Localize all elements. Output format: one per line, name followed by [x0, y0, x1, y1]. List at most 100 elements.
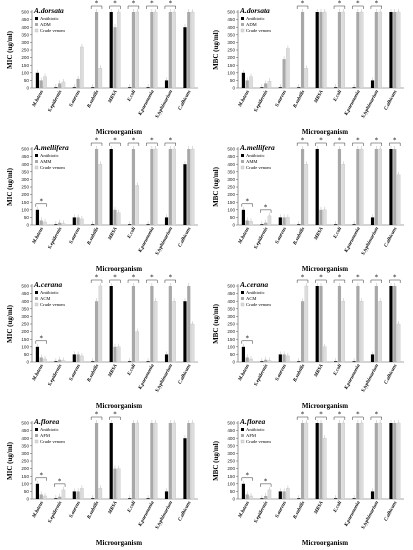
- bar-3: [135, 11, 139, 89]
- bar-1: [241, 483, 246, 499]
- y-tick-label: 0: [232, 86, 235, 91]
- bar-1: [91, 498, 95, 499]
- significance-bracket: [146, 142, 158, 146]
- y-tick-label: 200: [227, 55, 235, 60]
- y-tick-label: 500: [21, 147, 29, 152]
- bar-1: [370, 217, 375, 225]
- bar-3: [43, 221, 47, 226]
- bar-3: [286, 355, 290, 363]
- legend-label: Crude venom: [40, 165, 65, 170]
- y-tick-label: 50: [24, 352, 30, 357]
- x-tick-label: S.epidermis: [254, 501, 270, 525]
- bar-2: [245, 80, 249, 88]
- x-tick-label: S.aureus: [69, 227, 82, 245]
- legend-swatch: [241, 434, 244, 437]
- bar-3: [117, 11, 121, 89]
- legend-swatch: [35, 291, 38, 294]
- y-axis-label: MBC (ug/ml): [212, 303, 220, 344]
- bar-2: [113, 468, 117, 499]
- bar-3: [304, 164, 309, 226]
- legend-label: Antibiotic: [40, 153, 59, 158]
- bar-3: [378, 422, 382, 500]
- x-tick-label: S.typhimurium: [155, 89, 174, 119]
- bar-1: [54, 361, 58, 362]
- y-tick-label: 450: [21, 17, 29, 22]
- x-tick-label: S.epidermis: [254, 364, 270, 388]
- significance-bracket: [296, 416, 309, 420]
- bar-2: [113, 346, 117, 362]
- y-tick-label: 150: [21, 63, 29, 68]
- legend-label: Antibiotic: [246, 153, 265, 158]
- significance-star: *: [58, 477, 62, 485]
- bar-2: [245, 357, 249, 362]
- bar-3: [341, 422, 345, 500]
- x-tick-label: E.coli: [127, 363, 138, 377]
- significance-star: *: [169, 137, 173, 145]
- bar-2: [168, 423, 172, 499]
- bar-3: [304, 422, 309, 500]
- y-tick-label: 500: [21, 284, 29, 289]
- chart-panel-3: 0 50 100 150 200 250 300 350 400 450 500 MIC (ug/ml…: [2, 137, 202, 274]
- x-tick-label: K.pneumonia: [344, 363, 362, 391]
- bar-2: [94, 423, 99, 499]
- x-tick-label: MRSA: [107, 500, 119, 516]
- x-tick-label: C.albicans: [384, 501, 399, 523]
- bar-2: [131, 423, 136, 499]
- x-axis-label: Microorganism: [302, 539, 348, 547]
- x-tick-label: K.pneumonia: [138, 500, 156, 528]
- bar-2: [356, 149, 360, 225]
- x-tick-label: MRSA: [313, 226, 325, 242]
- bar-1: [72, 217, 76, 225]
- chart-svg: 0 50 100 150 200 250 300 350 400 450 500 MIC (ug/ml…: [6, 137, 198, 273]
- bar-1: [315, 12, 319, 88]
- bar-1: [370, 354, 375, 362]
- legend-swatch: [240, 165, 245, 170]
- y-tick-label: 100: [21, 481, 29, 486]
- bar-2: [374, 12, 378, 88]
- bar-2: [187, 12, 191, 88]
- bar-1: [35, 483, 40, 499]
- bar-3: [80, 46, 84, 89]
- bar-3: [172, 422, 176, 500]
- bar-1: [241, 72, 246, 88]
- significance-star: *: [301, 411, 305, 419]
- y-tick-label: 250: [21, 48, 29, 53]
- x-tick-label: C.albicans: [384, 227, 399, 249]
- bar-3: [267, 360, 272, 363]
- x-axis-label: Microorganism: [96, 539, 142, 547]
- bar-3: [117, 212, 121, 226]
- bar-1: [54, 87, 58, 88]
- bar-3: [98, 488, 103, 500]
- bar-1: [260, 87, 264, 88]
- x-tick-label: S.aureus: [275, 90, 288, 108]
- significance-bracket: [370, 142, 382, 146]
- x-tick-label: S.aureus: [275, 227, 288, 245]
- legend-swatch: [35, 23, 38, 26]
- bar-3: [43, 76, 47, 89]
- bar-3: [396, 323, 401, 363]
- bar-1: [128, 224, 132, 225]
- y-tick-label: 450: [227, 17, 235, 22]
- x-tick-label: K.pneumonia: [138, 363, 156, 391]
- legend-label: ADM: [40, 22, 51, 27]
- bar-3: [153, 422, 158, 500]
- bar-1: [334, 87, 338, 88]
- significance-star: *: [132, 274, 136, 282]
- significance-star: *: [39, 471, 43, 479]
- x-tick-label: S.typhimurium: [361, 226, 380, 256]
- bar-1: [109, 286, 113, 362]
- bar-2: [245, 494, 249, 499]
- y-tick-label: 200: [227, 466, 235, 471]
- legend-label: Crude venom: [246, 302, 271, 307]
- significance-star: *: [393, 137, 397, 145]
- y-tick-label: 450: [227, 428, 235, 433]
- significance-bracket: [333, 5, 346, 9]
- bar-3: [98, 164, 103, 226]
- bar-3: [172, 148, 176, 226]
- y-tick-label: 250: [227, 48, 235, 53]
- legend-swatch: [35, 160, 38, 163]
- x-tick-label: M.luteus: [238, 90, 251, 109]
- x-tick-label: MRSA: [107, 226, 119, 242]
- y-tick-label: 300: [21, 451, 29, 456]
- y-tick-label: 250: [227, 322, 235, 327]
